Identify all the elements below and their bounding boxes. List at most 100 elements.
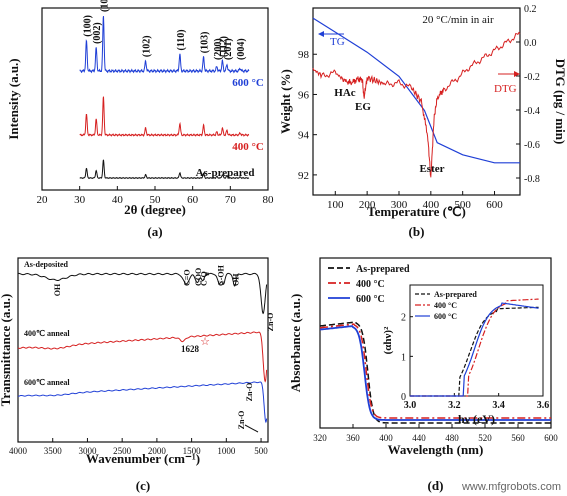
peak-label: (004)	[236, 38, 247, 60]
x-tick-label-c: 4000	[9, 446, 28, 456]
y-axis-label-a: Intensity (a.u.)	[6, 58, 21, 139]
inset-y-tick-label: 1	[401, 352, 406, 363]
y-tick-label-right-b: -0.2	[524, 72, 540, 83]
x-tick-label-d: 440	[412, 433, 426, 443]
x-tick-label-a: 70	[225, 194, 237, 206]
y-tick-label-right-b: 0.0	[524, 38, 537, 49]
x-tick-label-b: 500	[454, 199, 471, 211]
panel-label-a: (a)	[147, 224, 162, 239]
inset-x-axis-label: hν (eV)	[458, 412, 495, 426]
x-tick-label-d: 320	[313, 433, 327, 443]
ftir-line-600	[17, 381, 268, 424]
inset-x-tick-label: 3.2	[448, 400, 461, 411]
annotation-c-o-double: C=O	[182, 269, 191, 286]
annotation-ester: Ester	[419, 163, 444, 175]
tg-line	[312, 17, 520, 164]
x-tick-label-c: 3500	[44, 446, 63, 456]
peak-label: (101)	[99, 0, 110, 12]
annotation-star-red: ☆	[200, 336, 210, 348]
annotation-zn-o-3: Zn-O	[237, 411, 246, 430]
panel-label-c: (c)	[136, 478, 150, 493]
annotation-oh-2: OH	[232, 273, 241, 286]
annotation-zn-o-1: Zn-O	[266, 313, 275, 332]
panel-label-b: (b)	[409, 224, 425, 239]
x-tick-label-b: 400	[423, 199, 440, 211]
inset-legend-label: 600 °C	[434, 312, 457, 321]
x-tick-label-a: 60	[187, 194, 199, 206]
x-tick-label-d: 560	[511, 433, 525, 443]
zn-o-arrow	[244, 424, 259, 433]
ftir-line-400	[17, 331, 268, 383]
y-tick-label-right-b: -0.6	[524, 140, 540, 151]
y-tick-label-right-b: 0.2	[524, 4, 537, 15]
inset-frame	[409, 284, 544, 397]
x-axis-label-d: Wavelength (nm)	[388, 442, 484, 457]
plot-frame-b	[312, 7, 521, 196]
series-label-400: 400 °C	[232, 141, 264, 153]
annotation-oh: OH	[53, 283, 62, 296]
peak-label: (100)	[82, 15, 93, 37]
ftir-line-as-deposited	[17, 272, 268, 315]
x-tick-label-a: 20	[37, 194, 49, 206]
inset-line-600	[410, 302, 539, 397]
x-tick-label-c: 1000	[217, 446, 236, 456]
tg-arrowhead	[318, 31, 324, 37]
x-tick-label-c: 500	[254, 446, 268, 456]
inset-x-tick-label: 3.6	[537, 400, 550, 411]
y-tick-label-left-b: 94	[298, 130, 310, 142]
series-label-as-prepared: As-prepared	[196, 167, 255, 179]
x-tick-label-a: 40	[112, 194, 124, 206]
y-axis-label-left-b: Weight (%)	[278, 69, 293, 134]
plot-frame-d	[319, 257, 552, 429]
legend-label-d: 600 °C	[356, 294, 385, 305]
xrd-line-400	[79, 96, 250, 137]
annotation-coo: COO	[194, 268, 203, 286]
inset-y-tick-label: 0	[401, 392, 406, 403]
xrd-line-600	[79, 16, 250, 74]
inset-legend-label: As-prepared	[434, 290, 477, 299]
x-tick-label-a: 80	[263, 194, 275, 206]
inset-y-axis-label: (αhν)²	[382, 326, 394, 354]
legend-label-d: As-prepared	[356, 264, 410, 275]
dtg-arrowhead	[514, 71, 520, 77]
plot-frame-c	[17, 257, 269, 443]
y-axis-label-d: Absorbance (a.u.)	[288, 294, 303, 393]
plot-frame-a	[41, 7, 269, 191]
xrd-line-as-prepared	[79, 159, 250, 180]
abs-line-as-prepared	[319, 321, 551, 424]
abs-line-400	[319, 323, 551, 419]
legend-label-d: 400 °C	[356, 279, 385, 290]
x-axis-label-b: Temperature (℃)	[367, 204, 466, 219]
x-axis-label-a: 2θ (degree)	[124, 202, 186, 217]
annotation-c-oh: C-OH	[216, 264, 225, 286]
annotation-dtg: DTG	[494, 83, 517, 95]
annotation-hac: HAc	[334, 87, 356, 99]
annotation-eg: EG	[355, 101, 371, 113]
inset-y-tick-label: 2	[401, 313, 406, 324]
x-tick-label-d: 480	[445, 433, 459, 443]
x-tick-label-a: 50	[150, 194, 162, 206]
peak-label: (102)	[142, 35, 153, 57]
x-tick-label-c: 2500	[113, 446, 132, 456]
y-tick-label-left-b: 98	[298, 49, 310, 61]
abs-line-600	[319, 325, 551, 421]
y-axis-label-right-b: DTG (μg / min)	[553, 59, 567, 145]
x-tick-label-d: 400	[379, 433, 393, 443]
peak-label: (201)	[223, 38, 234, 60]
peak-label: (002)	[92, 22, 103, 44]
x-tick-label-b: 200	[359, 199, 376, 211]
series-label-as-deposited: As-deposited	[24, 260, 69, 269]
annotation-star: *	[204, 271, 209, 282]
y-axis-label-c: Transmittance (a.u.)	[0, 294, 13, 407]
peak-label: (112)	[218, 36, 229, 57]
series-label-400-anneal: 400℃ anneal	[24, 329, 70, 338]
peak-label: (200)	[213, 38, 224, 60]
peak-label: (110)	[176, 29, 187, 50]
y-tick-label-left-b: 96	[298, 89, 310, 101]
inset-x-tick-label: 3.0	[404, 400, 417, 411]
series-label-600-anneal: 600℃ anneal	[24, 378, 70, 387]
x-tick-label-b: 300	[391, 199, 408, 211]
x-tick-label-d: 360	[346, 433, 360, 443]
